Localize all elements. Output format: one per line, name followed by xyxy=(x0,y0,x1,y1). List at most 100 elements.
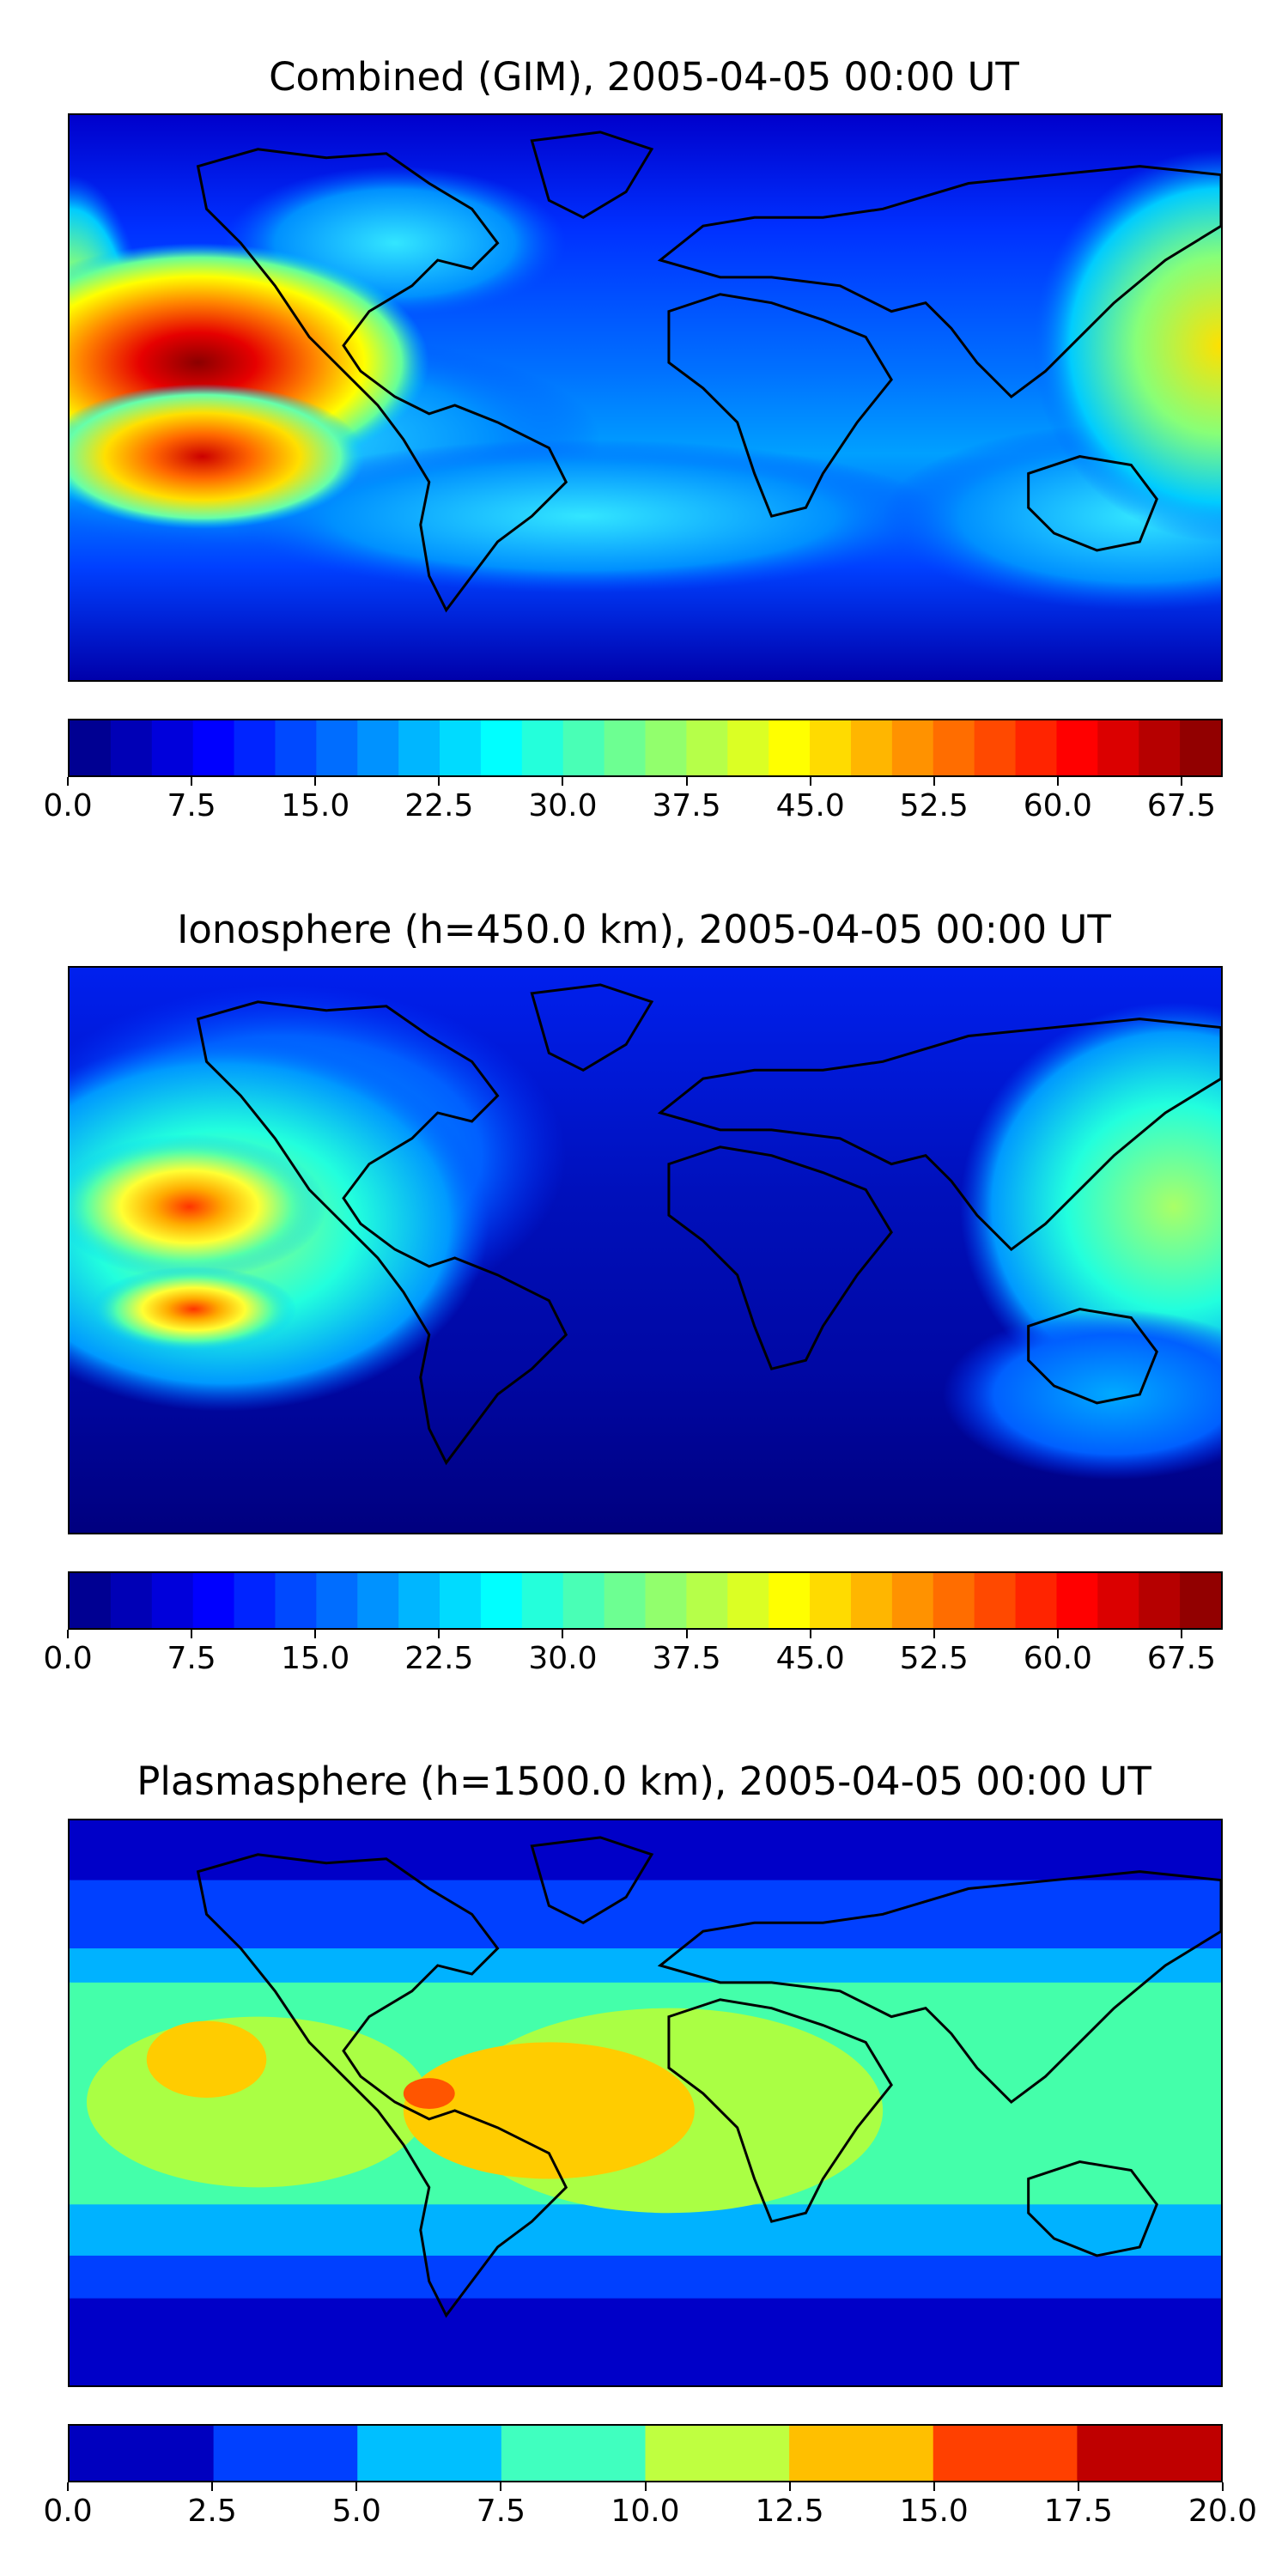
colorbar-level-26 xyxy=(1139,1573,1181,1628)
colorbar-tick-mark xyxy=(644,2482,647,2491)
panel-2-map xyxy=(68,966,1223,1534)
panel-3-map xyxy=(68,1819,1223,2387)
panel-1-map xyxy=(68,113,1223,682)
colorbar-tick-label: 2.5 xyxy=(187,2494,237,2529)
colorbar-tick-label: 0.0 xyxy=(43,1641,93,1676)
colorbar-level-20 xyxy=(891,720,934,775)
colorbar-level-11 xyxy=(521,1573,564,1628)
colorbar-level-9 xyxy=(440,720,482,775)
colorbar-tick-label: 5.0 xyxy=(331,2494,381,2529)
colorbar-level-1 xyxy=(110,1573,153,1628)
panel-3-coastlines xyxy=(196,1836,1221,2318)
colorbar-level-12 xyxy=(562,720,605,775)
colorbar-tick-label: 60.0 xyxy=(1023,788,1092,823)
colorbar-tick-mark xyxy=(685,777,688,786)
colorbar-tick-label: 37.5 xyxy=(652,788,721,823)
panel-3-heatmap xyxy=(70,1820,1221,2385)
colorbar-level-2 xyxy=(357,2426,502,2481)
colorbar-tick-label: 30.0 xyxy=(528,1641,598,1676)
colorbar-tick-label: 15.0 xyxy=(281,1641,350,1676)
colorbar-tick-label: 22.5 xyxy=(404,1641,474,1676)
colorbar-level-14 xyxy=(645,720,687,775)
colorbar-tick-label: 0.0 xyxy=(43,2494,93,2529)
colorbar-tick-mark xyxy=(67,777,69,786)
colorbar-level-13 xyxy=(604,1573,647,1628)
colorbar-level-24 xyxy=(1056,1573,1098,1628)
colorbar-tick-mark xyxy=(933,777,935,786)
colorbar-level-15 xyxy=(686,720,728,775)
colorbar-tick-label: 15.0 xyxy=(899,2494,969,2529)
colorbar-level-0 xyxy=(70,720,112,775)
panel-1-heatmap xyxy=(70,115,1221,680)
colorbar-tick-mark xyxy=(1222,2482,1224,2491)
colorbar-level-22 xyxy=(974,1573,1017,1628)
colorbar-level-21 xyxy=(933,720,975,775)
colorbar-tick-label: 12.5 xyxy=(755,2494,824,2529)
colorbar-tick-mark xyxy=(191,777,193,786)
colorbar-level-20 xyxy=(891,1573,934,1628)
colorbar-tick-label: 30.0 xyxy=(528,788,598,823)
colorbar-tick-label: 10.0 xyxy=(611,2494,680,2529)
colorbar-tick-label: 20.0 xyxy=(1188,2494,1258,2529)
panel-2-coastlines xyxy=(196,983,1221,1466)
panel-2-heatmap xyxy=(70,968,1221,1533)
colorbar-level-5 xyxy=(275,1573,317,1628)
colorbar-tick-mark xyxy=(788,2482,791,2491)
colorbar-level-7 xyxy=(357,720,399,775)
colorbar-level-6 xyxy=(316,720,358,775)
colorbar-tick-mark xyxy=(809,777,811,786)
colorbar-tick-label: 45.0 xyxy=(775,788,845,823)
colorbar-tick-label: 67.5 xyxy=(1146,1641,1217,1676)
colorbar-tick-mark xyxy=(809,1630,811,1638)
colorbar-tick-label: 67.5 xyxy=(1146,788,1217,823)
colorbar-tick-mark xyxy=(314,1630,317,1638)
colorbar-tick-mark xyxy=(355,2482,358,2491)
colorbar-level-19 xyxy=(850,720,893,775)
panel-1-colorbar xyxy=(68,719,1223,777)
colorbar-tick-label: 17.5 xyxy=(1043,2494,1113,2529)
colorbar-tick-mark xyxy=(1180,1630,1182,1638)
colorbar-tick-mark xyxy=(67,2482,69,2491)
colorbar-level-23 xyxy=(1015,720,1058,775)
colorbar-level-10 xyxy=(480,720,523,775)
panel-2-colorbar-ticks: 0.0 7.5 15.0 22.5 30.0 37.5 45.0 52.5 60.0 67.5 xyxy=(0,1630,1288,1681)
panel-1-colorbar-ticks: 0.0 7.5 15.0 22.5 30.0 37.5 45.0 52.5 60.0 67.5 xyxy=(0,777,1288,829)
colorbar-tick-mark xyxy=(191,1630,193,1638)
colorbar-level-3 xyxy=(192,1573,235,1628)
colorbar-level-18 xyxy=(810,720,852,775)
colorbar-tick-label: 0.0 xyxy=(43,788,93,823)
colorbar-level-25 xyxy=(1097,720,1139,775)
colorbar-level-17 xyxy=(769,720,811,775)
colorbar-level-2 xyxy=(151,720,194,775)
colorbar-tick-mark xyxy=(67,1630,69,1638)
colorbar-tick-mark xyxy=(1056,777,1059,786)
colorbar-level-2 xyxy=(151,1573,194,1628)
colorbar-level-24 xyxy=(1056,720,1098,775)
colorbar-tick-label: 15.0 xyxy=(281,788,350,823)
colorbar-level-4 xyxy=(234,720,276,775)
colorbar-level-15 xyxy=(686,1573,728,1628)
colorbar-level-0 xyxy=(70,1573,112,1628)
colorbar-level-10 xyxy=(480,1573,523,1628)
colorbar-level-27 xyxy=(1180,1573,1221,1628)
colorbar-tick-mark xyxy=(562,777,564,786)
colorbar-level-26 xyxy=(1139,720,1181,775)
colorbar-tick-mark xyxy=(211,2482,214,2491)
colorbar-level-21 xyxy=(933,1573,975,1628)
colorbar-level-11 xyxy=(521,720,564,775)
colorbar-level-17 xyxy=(769,1573,811,1628)
colorbar-tick-label: 37.5 xyxy=(652,1641,721,1676)
colorbar-level-4 xyxy=(645,2426,790,2481)
colorbar-level-7 xyxy=(1077,2426,1221,2481)
panel-2-colorbar xyxy=(68,1571,1223,1630)
colorbar-level-13 xyxy=(604,720,647,775)
colorbar-tick-mark xyxy=(562,1630,564,1638)
colorbar-tick-label: 22.5 xyxy=(404,788,474,823)
colorbar-level-22 xyxy=(974,720,1017,775)
colorbar-level-14 xyxy=(645,1573,687,1628)
colorbar-tick-mark xyxy=(438,777,440,786)
panel-3-colorbar xyxy=(68,2424,1223,2482)
colorbar-tick-mark xyxy=(438,1630,440,1638)
colorbar-level-4 xyxy=(234,1573,276,1628)
colorbar-tick-label: 7.5 xyxy=(167,788,216,823)
